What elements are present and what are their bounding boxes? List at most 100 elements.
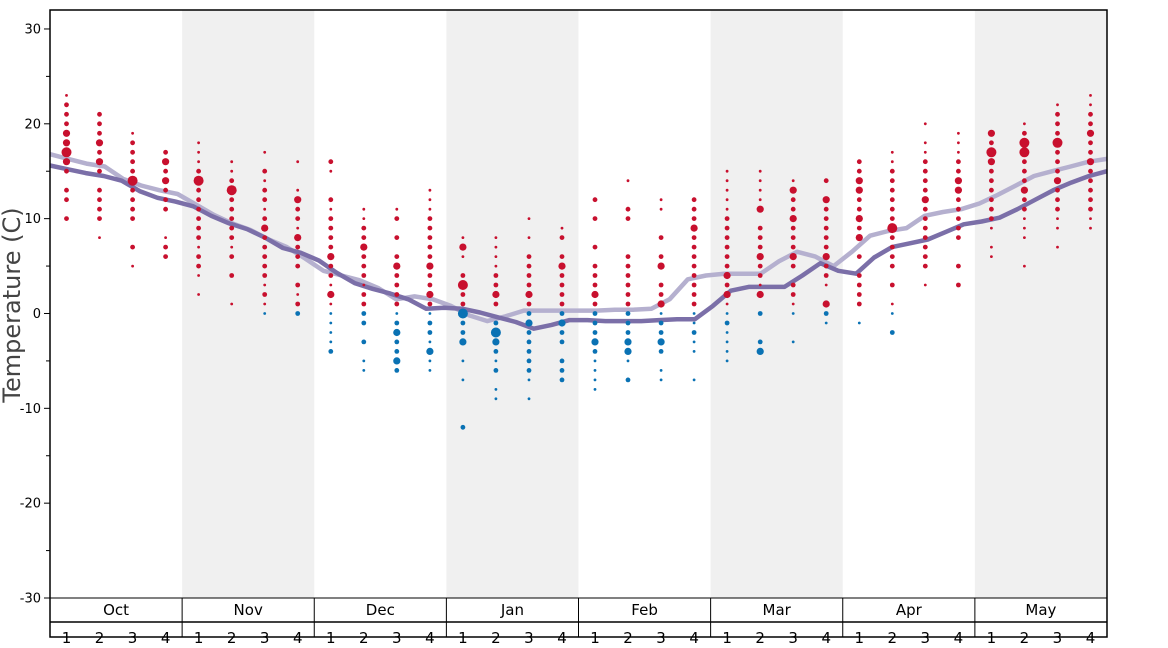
cold-dot — [659, 378, 663, 382]
warm-dot — [95, 158, 104, 166]
warm-dot — [98, 236, 101, 240]
cold-dot — [460, 424, 466, 430]
warm-dot — [130, 216, 136, 222]
cold-dot — [593, 369, 597, 372]
warm-dot — [1055, 197, 1060, 203]
warm-dot — [428, 188, 432, 192]
warm-dot — [1022, 206, 1027, 212]
warm-dot — [97, 216, 102, 222]
cold-dot — [624, 347, 632, 355]
week-label: 1 — [722, 629, 732, 647]
warm-dot — [987, 158, 996, 166]
warm-dot — [691, 292, 697, 297]
warm-dot — [494, 264, 498, 268]
y-axis: 30 20 10 0 -10 -20 -30 — [20, 22, 50, 607]
y-tick-label: -10 — [20, 402, 41, 417]
month-band — [182, 10, 315, 598]
warm-dot — [163, 244, 169, 250]
warm-dot — [262, 235, 268, 241]
warm-dot — [328, 225, 334, 231]
warm-dot — [229, 235, 235, 241]
warm-dot — [427, 225, 433, 231]
warm-dot — [889, 187, 895, 193]
warm-dot — [127, 175, 138, 186]
warm-dot — [263, 302, 267, 306]
warm-dot — [956, 235, 961, 241]
warm-dot — [954, 177, 963, 185]
week-label: 2 — [755, 629, 765, 647]
cold-dot — [361, 320, 367, 326]
warm-dot — [956, 282, 961, 288]
warm-dot — [329, 283, 333, 287]
week-label: 3 — [788, 629, 798, 647]
warm-dot — [890, 150, 894, 154]
week-label: 1 — [590, 629, 600, 647]
cold-dot — [263, 312, 267, 315]
cold-dot — [559, 311, 565, 316]
warm-dot — [658, 235, 664, 241]
cold-dot — [394, 339, 400, 345]
warm-dot — [823, 235, 829, 241]
warm-dot — [560, 226, 564, 230]
warm-dot — [426, 290, 434, 299]
cold-dot — [659, 312, 663, 315]
warm-dot — [197, 245, 201, 249]
week-label: 3 — [1053, 629, 1063, 647]
warm-dot — [855, 186, 863, 194]
warm-dot — [790, 282, 796, 288]
week-label: 2 — [1020, 629, 1030, 647]
warm-dot — [823, 273, 829, 278]
cold-dot — [591, 338, 599, 346]
warm-dot — [758, 283, 762, 287]
warm-dot — [130, 168, 136, 174]
warm-dot — [328, 263, 334, 269]
warm-dot — [62, 139, 71, 147]
warm-dot — [494, 255, 498, 258]
warm-dot — [823, 178, 829, 184]
warm-dot — [394, 273, 400, 278]
warm-dot — [625, 216, 631, 222]
cold-dot — [329, 331, 333, 334]
warm-dot — [64, 121, 69, 127]
warm-dot — [790, 263, 796, 269]
cold-dot — [659, 369, 663, 372]
warm-dot — [197, 150, 201, 154]
cold-dot — [558, 319, 566, 327]
cold-dot — [559, 377, 565, 383]
warm-dot — [525, 290, 533, 299]
warm-dot — [461, 236, 465, 240]
warm-dot — [691, 273, 697, 278]
warm-dot — [1056, 217, 1059, 221]
warm-dot — [493, 301, 499, 307]
warm-dot — [97, 168, 102, 174]
warm-dot — [822, 196, 830, 204]
cold-dot — [526, 358, 532, 364]
warm-dot — [790, 292, 796, 297]
warm-dot — [990, 255, 993, 258]
warm-dot — [296, 293, 300, 296]
warm-dot — [725, 169, 729, 173]
warm-dot — [95, 139, 104, 147]
y-tick-label: -20 — [20, 497, 41, 512]
warm-dot — [724, 225, 730, 231]
cold-dot — [559, 358, 565, 364]
warm-dot — [362, 207, 366, 211]
warm-dot — [295, 263, 301, 269]
warm-dot — [625, 206, 631, 212]
warm-dot — [361, 235, 367, 241]
warm-dot — [64, 197, 69, 203]
warm-dot — [856, 282, 862, 288]
warm-dot — [659, 207, 663, 211]
cold-dot — [657, 338, 665, 346]
cold-dot — [428, 369, 432, 372]
warm-dot — [559, 301, 565, 307]
warm-dot — [1022, 168, 1027, 174]
cold-dot — [757, 339, 763, 345]
week-label: 1 — [987, 629, 997, 647]
warm-dot — [723, 290, 731, 299]
warm-dot — [789, 186, 797, 194]
warm-dot — [64, 111, 69, 117]
week-label: 2 — [359, 629, 369, 647]
warm-dot — [1023, 236, 1026, 240]
